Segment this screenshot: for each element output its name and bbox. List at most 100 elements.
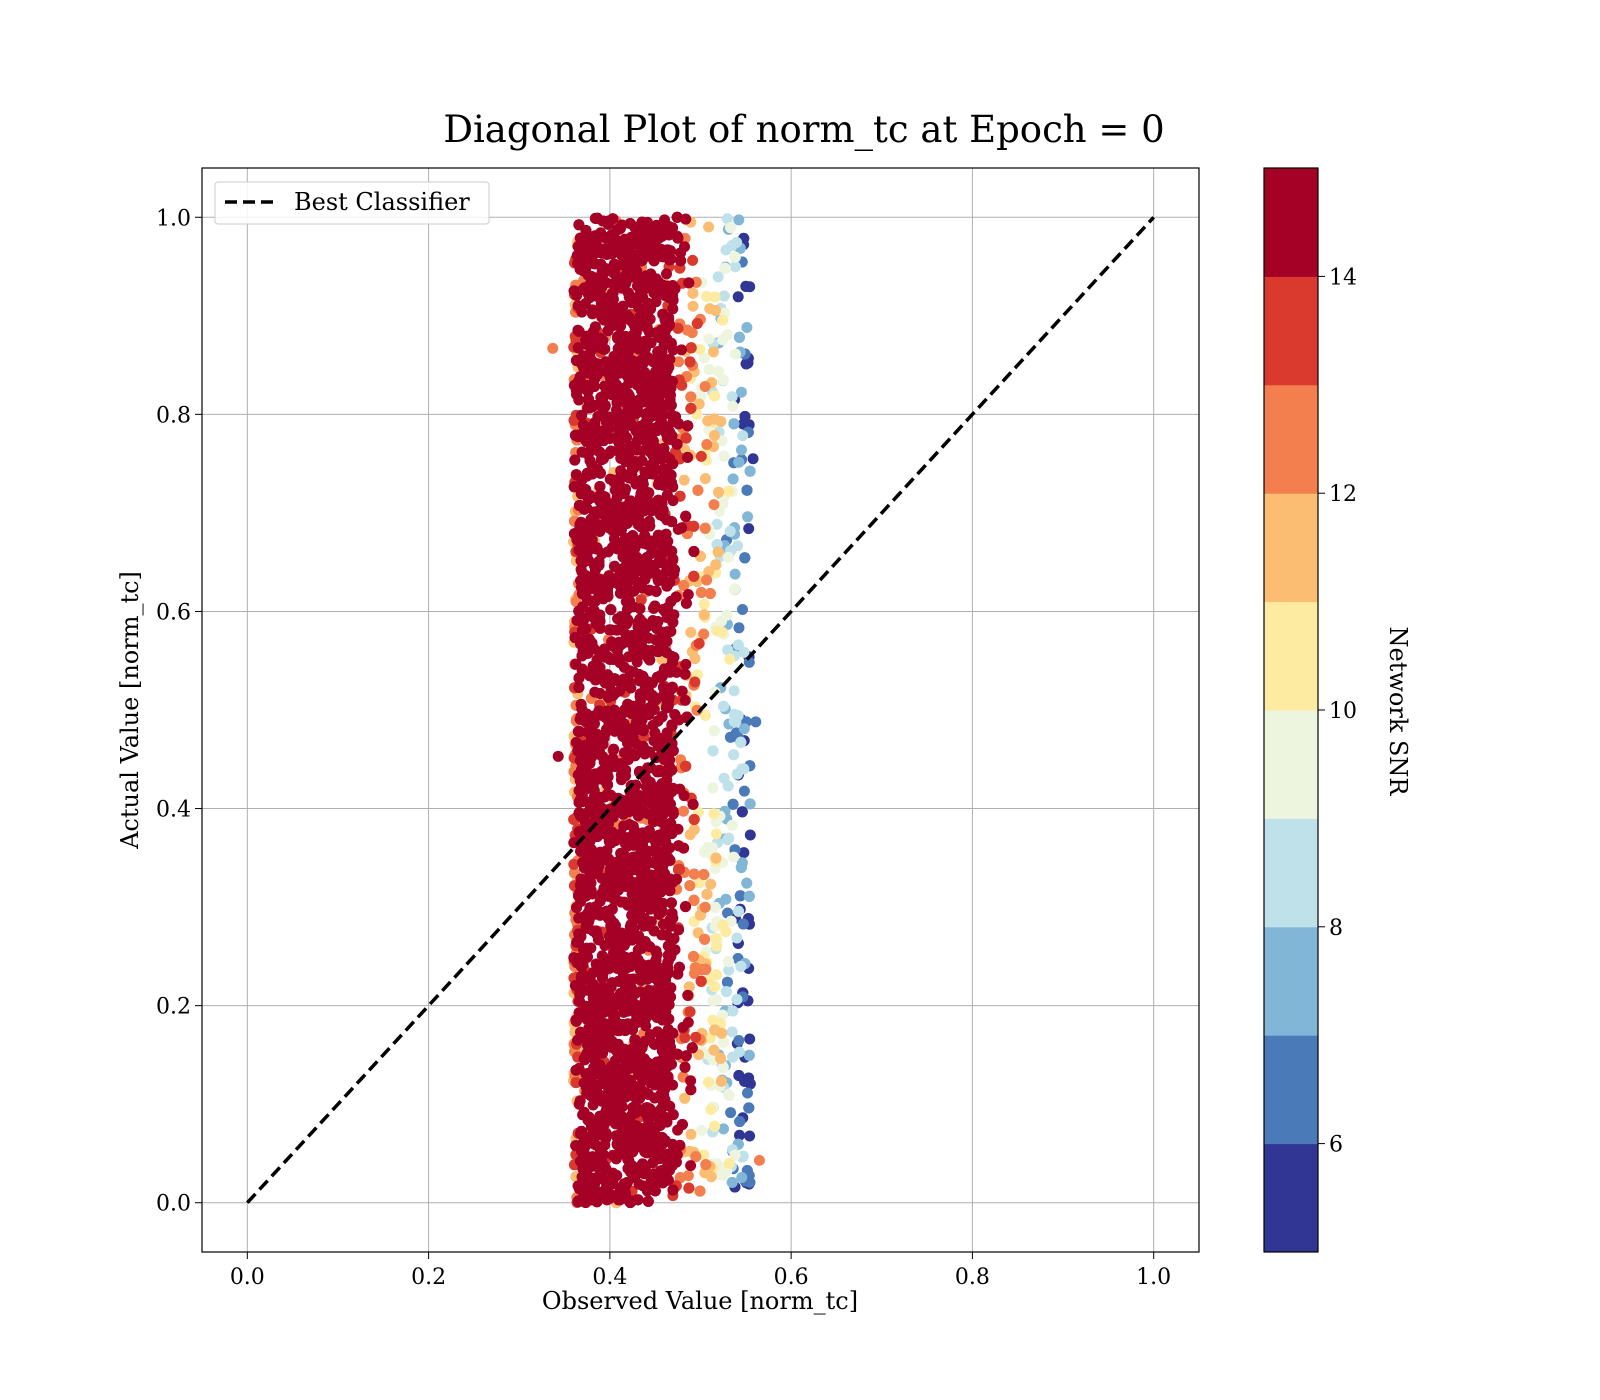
- scatter-point: [738, 785, 750, 797]
- scatter-point: [688, 868, 700, 880]
- scatter-point: [576, 409, 588, 421]
- scatter-point: [708, 1044, 720, 1056]
- scatter-point: [575, 555, 587, 567]
- scatter-point: [699, 473, 711, 485]
- scatter-point: [619, 532, 631, 544]
- scatter-point: [626, 951, 638, 963]
- scatter-point: [656, 906, 668, 917]
- scatter-point: [736, 806, 748, 818]
- scatter-point: [569, 980, 581, 991]
- scatter-point: [731, 994, 743, 1005]
- scatter-point: [607, 689, 619, 701]
- scatter-point: [672, 322, 684, 334]
- scatter-point: [744, 1033, 756, 1045]
- scatter-point: [723, 1158, 735, 1169]
- scatter-point: [698, 598, 710, 610]
- scatter-point: [625, 919, 637, 931]
- scatter-point: [680, 760, 692, 772]
- scatter-point: [622, 1044, 634, 1056]
- scatter-point: [680, 597, 692, 609]
- scatter-point: [741, 484, 753, 496]
- scatter-point: [718, 1123, 729, 1135]
- scatter-point: [642, 1195, 654, 1207]
- scatter-point: [568, 858, 580, 870]
- scatter-point: [679, 694, 691, 706]
- scatter-point: [684, 880, 696, 892]
- scatter-point: [661, 364, 673, 376]
- scatter-point: [708, 346, 719, 358]
- scatter-point: [736, 1172, 748, 1183]
- scatter-point: [667, 303, 679, 315]
- scatter-point: [735, 960, 747, 972]
- scatter-point: [665, 897, 677, 909]
- scatter-point: [710, 828, 722, 840]
- scatter-point: [725, 915, 737, 927]
- scatter-point: [718, 290, 730, 302]
- scatter-point: [688, 951, 699, 962]
- scatter-point: [700, 1159, 712, 1171]
- scatter-point: [701, 888, 713, 900]
- scatter-point: [594, 481, 606, 492]
- scatter-point: [717, 700, 729, 712]
- scatter-point: [650, 945, 662, 957]
- scatter-point: [656, 778, 668, 790]
- scatter-point: [644, 654, 656, 666]
- scatter-point: [637, 478, 649, 490]
- scatter-point: [742, 511, 754, 523]
- scatter-point: [699, 709, 711, 721]
- scatter-point: [728, 685, 740, 697]
- scatter-point: [685, 626, 697, 638]
- scatter-point: [687, 254, 699, 266]
- scatter-point: [722, 956, 734, 967]
- scatter-point: [725, 222, 737, 234]
- scatter-point: [630, 987, 641, 999]
- scatter-point: [616, 1051, 628, 1063]
- scatter-point: [726, 819, 738, 831]
- scatter-point: [683, 981, 695, 993]
- scatter-point: [695, 975, 707, 987]
- scatter-point: [682, 1170, 694, 1182]
- scatter-point: [723, 832, 735, 844]
- scatter-point: [726, 391, 738, 403]
- scatter-point: [744, 281, 756, 293]
- scatter-point: [744, 465, 756, 477]
- scatter-point: [712, 546, 724, 558]
- scatter-point: [666, 516, 678, 528]
- scatter-point: [743, 890, 755, 902]
- scatter-point: [581, 849, 593, 861]
- scatter-point: [576, 446, 588, 458]
- scatter-point: [735, 862, 747, 873]
- scatter-point: [704, 303, 716, 315]
- scatter-point: [689, 962, 701, 974]
- scatter-point: [683, 277, 695, 289]
- scatter-point: [744, 1130, 756, 1142]
- scatter-point: [729, 348, 741, 360]
- scatter-point: [738, 847, 750, 859]
- scatter-point: [616, 1101, 628, 1113]
- scatter-point: [607, 1167, 619, 1179]
- scatter-point: [717, 314, 729, 326]
- scatter-point: [698, 869, 710, 880]
- scatter-point: [731, 768, 743, 780]
- scatter-point: [685, 342, 697, 354]
- scatter-point: [681, 324, 693, 336]
- scatter-point: [689, 676, 701, 688]
- scatter-point: [680, 432, 692, 444]
- scatter-point: [595, 410, 607, 422]
- scatter-point: [695, 587, 707, 598]
- scatter-point: [709, 1120, 721, 1132]
- scatter-point: [717, 919, 729, 931]
- scatter-point: [613, 975, 625, 987]
- scatter-point: [693, 638, 705, 649]
- scatter-point: [703, 363, 715, 375]
- scatter-point: [731, 236, 743, 248]
- scatter-point: [743, 523, 755, 535]
- scatter-point: [685, 1160, 697, 1172]
- scatter-point: [705, 878, 717, 890]
- scatter-point: [699, 901, 711, 913]
- scatter-point: [698, 352, 710, 364]
- scatter-point: [707, 782, 719, 794]
- scatter-point: [739, 552, 751, 564]
- scatter-point: [699, 522, 711, 534]
- scatter-point: [715, 1075, 727, 1087]
